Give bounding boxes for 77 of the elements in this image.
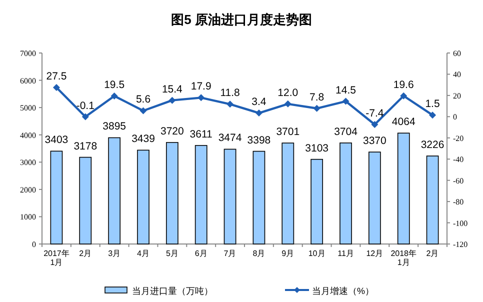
text: 1.5: [425, 98, 440, 110]
point: [429, 112, 436, 119]
text: 19.6: [393, 78, 414, 91]
point: [255, 110, 262, 117]
text: -0.1: [76, 100, 94, 112]
text: 3178: [74, 140, 98, 152]
text: 19.5: [104, 78, 125, 91]
y2-tick-label: -100: [453, 218, 468, 228]
x-tick-label: 7月: [224, 249, 236, 258]
text: 3103: [305, 142, 328, 154]
y-tick-label: 5000: [20, 104, 36, 113]
text: 27.5: [46, 70, 67, 82]
y2-tick-label: -40: [453, 155, 464, 164]
text: 17.9: [190, 80, 212, 93]
y2-tick-label: -120: [453, 240, 468, 249]
point: [371, 121, 378, 128]
y2-tick-label: 60: [453, 49, 461, 58]
x-tick-label: 2017年 1月: [44, 249, 70, 268]
text: 3439: [132, 133, 155, 146]
x-tick-label: 8月: [252, 249, 266, 258]
y-tick-label: 3000: [20, 158, 36, 168]
text: 3403: [44, 134, 68, 146]
point: [110, 92, 118, 100]
y-tick-label: 2000: [20, 185, 36, 194]
point: [198, 94, 205, 102]
text: 4064: [392, 116, 416, 128]
point: [226, 100, 234, 108]
y-tick-label: 4000: [20, 130, 36, 140]
text: 3704: [334, 126, 358, 138]
y2-tick-label: -80: [453, 198, 464, 207]
y-tick-label: 7000: [20, 49, 36, 58]
x-tick-label: 12月: [366, 249, 384, 258]
x-tick-label: 2月: [426, 249, 439, 258]
text: 3474: [218, 132, 242, 144]
text: 3720: [160, 125, 184, 138]
y2-tick-label: -60: [453, 176, 464, 186]
text: 14.5: [336, 84, 356, 96]
point: [52, 84, 60, 91]
text: 11.8: [220, 87, 240, 100]
point: [140, 107, 147, 114]
text: 12.0: [278, 86, 298, 99]
text: 7.8: [310, 91, 324, 104]
legend-label: 当月增速（%）: [312, 286, 374, 296]
point: [284, 100, 292, 108]
y-tick-label: 6000: [20, 76, 36, 86]
legend-label: 当月进口量（万吨）: [132, 286, 213, 296]
text: 3398: [247, 134, 271, 146]
text: 5.6: [136, 94, 151, 106]
x-tick-label: 6月: [194, 249, 208, 258]
text: 3.4: [252, 96, 266, 108]
y-tick-label: 1000: [20, 212, 36, 222]
text: 3370: [363, 135, 386, 148]
text: 15.4: [162, 83, 182, 96]
y2-tick-label: -20: [453, 134, 464, 143]
x-tick-label: 10月: [308, 249, 326, 258]
point: [168, 96, 176, 104]
point: [82, 113, 89, 120]
y2-tick-label: 40: [453, 70, 461, 80]
point: [313, 104, 320, 112]
point: [342, 98, 350, 105]
x-tick-label: 3月: [108, 249, 121, 258]
text: 3226: [420, 138, 444, 151]
x-tick-label: 4月: [137, 249, 150, 258]
text: 3611: [190, 128, 212, 140]
y-tick-label: 0: [32, 240, 36, 249]
y2-tick-label: 20: [453, 91, 461, 100]
chart-title: 图5 原油进口月度走势图: [171, 12, 312, 27]
text: -7.4: [366, 108, 384, 120]
x-tick-label: 11月: [338, 249, 354, 258]
point: [400, 92, 408, 100]
x-tick-label: 9月: [282, 249, 294, 258]
text: 3701: [276, 126, 300, 138]
x-tick-label: 2018年 1月: [390, 249, 417, 268]
x-tick-label: 5月: [166, 249, 178, 258]
y2-tick-label: 0: [453, 112, 457, 122]
text: 3895: [102, 120, 126, 133]
x-tick-label: 2月: [79, 249, 92, 258]
